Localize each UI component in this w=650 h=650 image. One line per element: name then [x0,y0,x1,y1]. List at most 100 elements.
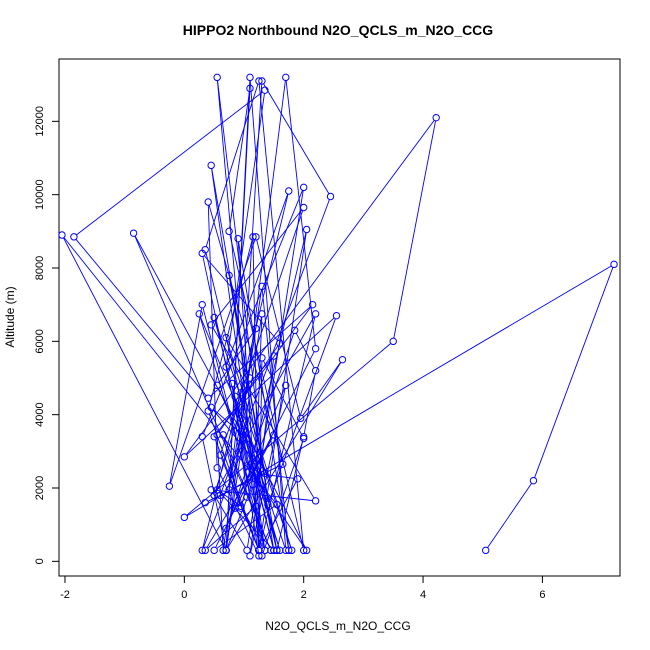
series-segment [229,331,256,487]
data-point [258,77,266,85]
data-point [302,546,311,555]
series-segment [226,193,289,365]
data-point [246,73,254,82]
x-tick-label: 2 [301,589,307,601]
series-segment [245,431,306,548]
data-point [482,546,490,555]
data-point [252,469,260,478]
data-point [237,388,245,397]
x-tick-label: 0 [181,589,187,601]
data-point [291,326,299,335]
data-point [255,77,263,85]
series-segment [226,487,253,548]
data-point [243,434,251,443]
y-tick-label: 8000 [34,256,46,280]
data-point [207,161,215,170]
series-segment [262,360,303,436]
series-segment [203,255,279,342]
series-segment [76,91,263,236]
data-point [258,310,266,318]
data-point [279,460,287,468]
series-segment [229,395,242,487]
y-tick-label: 0 [34,558,46,564]
data-point [228,379,236,388]
series-segment [303,373,316,434]
series-segment [226,388,285,526]
data-point [216,451,224,459]
series-segment [169,307,203,484]
data-point [210,432,218,441]
data-point [299,183,308,192]
data-point [285,187,293,195]
series-segment [205,83,259,247]
data-point [198,249,206,258]
data-point [198,546,206,555]
series-segment [259,316,316,548]
data-point [201,546,209,555]
data-point [273,500,281,509]
data-point [529,476,538,485]
data-point [165,482,174,490]
series-segment [250,388,286,553]
y-tick-label: 4000 [34,402,46,426]
data-point [432,113,440,122]
y-tick-label: 12000 [34,106,46,137]
series-segment [258,361,263,548]
series-segment [229,234,304,548]
data-point [180,453,189,461]
data-point [213,381,221,390]
data-point [299,434,308,443]
series-segment [534,267,614,478]
x-axis-label: N2O_QCLS_m_N2O_CCG [265,619,410,633]
series-segment [277,439,304,548]
series-segment [263,83,330,194]
data-point [222,524,230,533]
data-point [231,392,239,401]
series-segment [249,359,274,553]
data-point [258,282,266,291]
series-segment [185,119,435,455]
series-segment [232,386,259,553]
data-point [198,300,206,309]
data-point [297,414,305,423]
data-point [389,337,397,346]
data-point [210,313,218,322]
series-segment [218,330,255,383]
series-segment [207,205,218,465]
data-point [222,333,230,342]
data-point [610,260,618,269]
data-point [204,198,212,206]
data-point [213,486,221,494]
data-point [243,493,251,501]
x-tick-label: -2 [60,589,70,601]
y-tick-label: 2000 [34,476,46,500]
series-segment [208,204,283,462]
y-tick-label: 6000 [34,329,46,353]
x-tick-label: 4 [420,589,426,601]
data-point [308,300,317,309]
x-axis: -2 0 2 4 6 [60,575,545,601]
data-point [255,552,263,560]
data-point [311,310,320,318]
data-point [249,480,257,489]
data-point [70,233,78,241]
data-point [219,546,227,555]
data-point [282,381,290,390]
series-segment [249,80,286,548]
chart-title: HIPPO2 Northbound N2O_QCLS_m_N2O_CCG [183,22,493,38]
data-point [258,354,266,362]
data-point [222,546,230,555]
series-segment [212,409,258,464]
series-segment [202,194,289,548]
series-segment [219,491,272,549]
series-segment [208,239,253,409]
data-point [222,363,230,371]
series-segment [244,432,280,548]
data-point [246,552,254,560]
data-point [288,546,296,555]
series-segment [242,358,273,391]
data-point [249,233,257,241]
series-segment [227,340,249,376]
data-point [210,546,218,555]
